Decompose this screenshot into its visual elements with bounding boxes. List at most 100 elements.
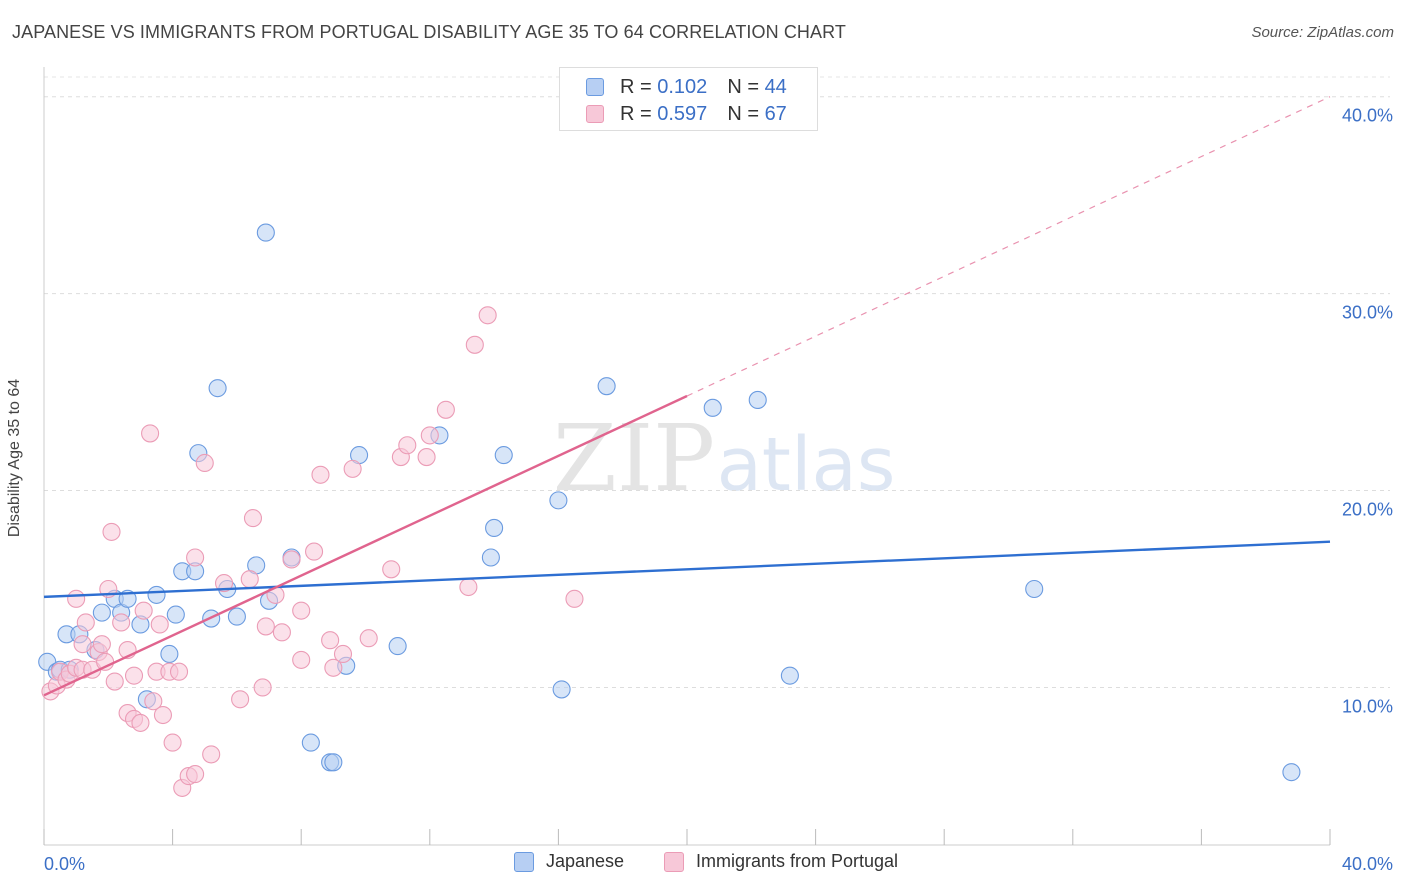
japanese-point — [388, 637, 407, 656]
japanese-point — [166, 605, 185, 624]
japanese-point — [748, 390, 767, 410]
portugal-point — [436, 400, 455, 419]
portugal-point — [214, 574, 234, 593]
source-credit: Source: ZipAtlas.com — [1251, 24, 1394, 41]
portugal-point — [253, 678, 272, 697]
portugal-point — [292, 601, 311, 620]
japanese-legend-label: Japanese — [546, 851, 625, 871]
portugal-point — [150, 615, 169, 634]
portugal-point — [459, 577, 478, 597]
portugal-swatch — [586, 105, 604, 123]
y-tick-label: 20.0% — [1342, 500, 1393, 520]
portugal-point — [144, 692, 163, 711]
portugal-point — [73, 635, 92, 654]
japanese-point — [160, 644, 179, 664]
portugal-point — [169, 662, 189, 681]
japanese-point — [147, 585, 166, 604]
portugal-point — [163, 733, 182, 752]
portugal-point — [333, 644, 353, 664]
portugal-legend-swatch — [664, 851, 684, 872]
portugal-point — [67, 589, 86, 608]
japanese-point — [485, 518, 504, 538]
japanese-point — [256, 223, 275, 242]
portugal-point — [272, 623, 291, 642]
portugal-point — [231, 690, 250, 709]
portugal-point — [292, 650, 311, 669]
portugal-legend-label: Immigrants from Portugal — [696, 851, 899, 871]
legend-n-label: N = — [727, 102, 759, 125]
portugal-point — [305, 542, 324, 561]
japanese-point — [494, 446, 513, 465]
legend-row-portugal: R = 0.597 N = 67 — [586, 102, 787, 126]
japanese-point — [703, 398, 722, 417]
portugal-point — [343, 459, 362, 478]
portugal-point — [321, 631, 340, 650]
y-tick-label: 30.0% — [1342, 303, 1393, 323]
portugal-point — [153, 705, 173, 725]
portugal-point — [186, 765, 205, 784]
portugal-point — [359, 629, 378, 648]
portugal-point — [124, 666, 144, 685]
portugal-point — [398, 436, 417, 455]
chart-title: JAPANESE VS IMMIGRANTS FROM PORTUGAL DIS… — [12, 22, 846, 42]
japanese-point — [227, 607, 246, 626]
portugal-point — [186, 548, 205, 567]
japanese-point — [552, 680, 571, 699]
japanese-trend-line — [43, 540, 1331, 599]
x-tick-label-min: 0.0% — [44, 854, 85, 874]
y-tick-label: 40.0% — [1342, 106, 1393, 126]
portugal-point — [92, 635, 111, 654]
legend-r-label: R = — [620, 102, 652, 125]
portugal-point — [417, 448, 436, 467]
portugal-point — [282, 550, 301, 569]
legend-n-value: 67 — [764, 102, 787, 125]
portugal-point — [465, 335, 484, 354]
portugal-point — [240, 570, 259, 589]
legend-n-value: 44 — [764, 75, 787, 98]
legend-r-label: R = — [620, 75, 652, 98]
portugal-trend-line — [43, 394, 688, 697]
japanese-point — [208, 379, 227, 398]
portugal-point — [76, 613, 95, 632]
legend-r-value: 0.102 — [657, 75, 708, 98]
portugal-trend-extension — [686, 96, 1331, 397]
portugal-point — [134, 601, 153, 620]
japanese-point — [1025, 579, 1044, 599]
x-tick-label-max: 40.0% — [1342, 854, 1393, 874]
portugal-point — [324, 658, 343, 677]
portugal-point — [243, 509, 263, 528]
japanese-swatch — [586, 78, 604, 96]
portugal-point — [141, 424, 160, 443]
bottom-legend-japanese: Japanese — [514, 851, 624, 872]
japanese-point — [324, 753, 343, 772]
correlation-legend: R = 0.102 N = 44 R = 0.597 N = 67 — [559, 67, 818, 131]
bottom-legend-portugal: Immigrants from Portugal — [664, 851, 898, 872]
portugal-point — [311, 465, 330, 484]
watermark-zip: ZIP — [553, 405, 715, 512]
japanese-point — [549, 491, 568, 510]
japanese-point — [301, 733, 320, 752]
portugal-point — [202, 745, 221, 764]
legend-row-japanese: R = 0.102 N = 44 — [586, 75, 787, 99]
portugal-point — [105, 672, 124, 691]
portugal-point — [565, 589, 584, 608]
japanese-point — [597, 377, 616, 396]
portugal-point — [195, 453, 214, 473]
portugal-point — [266, 585, 285, 604]
portugal-point — [478, 306, 497, 325]
legend-r-value: 0.597 — [657, 102, 708, 125]
japanese-point — [1282, 763, 1301, 782]
portugal-point — [131, 713, 150, 732]
portugal-point — [112, 613, 131, 632]
y-tick-label: 10.0% — [1342, 696, 1393, 716]
legend-n-label: N = — [727, 75, 759, 98]
japanese-point — [780, 666, 799, 685]
japanese-point — [92, 603, 111, 622]
portugal-point — [382, 560, 401, 579]
japanese-point — [481, 548, 500, 567]
japanese-legend-swatch — [514, 851, 534, 872]
portugal-point — [420, 426, 439, 445]
portugal-point — [102, 522, 121, 541]
watermark-atlas: atlas — [717, 422, 896, 508]
